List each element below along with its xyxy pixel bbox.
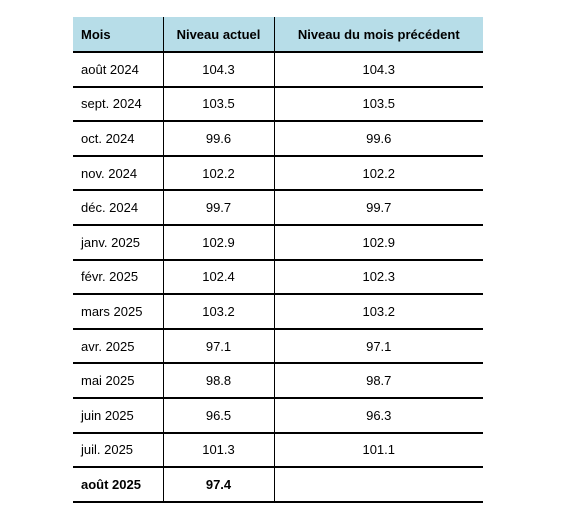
cell-niveau-precedent: 102.9 [273,224,483,261]
table-row: août 2024 104.3 104.3 [73,52,483,88]
cell-niveau-precedent [273,467,483,503]
cell-niveau-actuel: 96.5 [162,397,274,434]
cell-niveau-precedent: 103.5 [273,86,483,123]
cell-niveau-precedent: 99.7 [273,190,483,226]
table-row: déc. 2024 99.7 99.7 [73,190,483,226]
cell-niveau-precedent: 98.7 [273,363,483,399]
cell-niveau-actuel: 104.3 [162,52,274,88]
cell-mois: mars 2025 [73,294,163,330]
cell-mois: juil. 2025 [73,432,163,469]
cell-niveau-actuel: 103.5 [162,86,274,123]
cell-mois: sept. 2024 [73,86,163,123]
header-niveau-precedent: Niveau du mois précédent [273,17,483,53]
cell-niveau-actuel: 102.4 [162,259,274,296]
levels-table: Mois Niveau actuel Niveau du mois précéd… [73,17,483,503]
cell-niveau-actuel: 99.6 [162,121,274,157]
cell-mois: nov. 2024 [73,155,163,192]
table-row-latest: août 2025 97.4 [73,467,483,503]
cell-niveau-precedent: 102.2 [273,155,483,192]
cell-mois: févr. 2025 [73,259,163,296]
cell-niveau-actuel: 98.8 [162,363,274,399]
table-row: nov. 2024 102.2 102.2 [73,155,483,192]
table-header: Mois Niveau actuel Niveau du mois précéd… [73,17,483,53]
cell-niveau-precedent: 99.6 [273,121,483,157]
cell-niveau-precedent: 97.1 [273,328,483,365]
cell-niveau-actuel: 102.2 [162,155,274,192]
cell-niveau-precedent: 102.3 [273,259,483,296]
table-row: juil. 2025 101.3 101.1 [73,432,483,469]
cell-mois: août 2025 [73,467,163,503]
header-mois: Mois [73,17,163,53]
table-row: mars 2025 103.2 103.2 [73,294,483,330]
cell-niveau-precedent: 101.1 [273,432,483,469]
cell-niveau-precedent: 96.3 [273,397,483,434]
table-body: août 2024 104.3 104.3 sept. 2024 103.5 1… [73,52,483,503]
table-row: sept. 2024 103.5 103.5 [73,86,483,123]
cell-mois: août 2024 [73,52,163,88]
cell-niveau-actuel: 97.1 [162,328,274,365]
table-row: févr. 2025 102.4 102.3 [73,259,483,296]
table-row: juin 2025 96.5 96.3 [73,397,483,434]
cell-niveau-actuel: 97.4 [162,467,274,503]
cell-mois: janv. 2025 [73,224,163,261]
cell-mois: mai 2025 [73,363,163,399]
cell-mois: juin 2025 [73,397,163,434]
cell-mois: oct. 2024 [73,121,163,157]
cell-mois: avr. 2025 [73,328,163,365]
cell-niveau-actuel: 99.7 [162,190,274,226]
header-niveau-actuel: Niveau actuel [162,17,274,53]
cell-mois: déc. 2024 [73,190,163,226]
cell-niveau-precedent: 103.2 [273,294,483,330]
table-row: oct. 2024 99.6 99.6 [73,121,483,157]
cell-niveau-actuel: 101.3 [162,432,274,469]
table-row: mai 2025 98.8 98.7 [73,363,483,399]
cell-niveau-actuel: 102.9 [162,224,274,261]
table-row: avr. 2025 97.1 97.1 [73,328,483,365]
cell-niveau-precedent: 104.3 [273,52,483,88]
cell-niveau-actuel: 103.2 [162,294,274,330]
header-row: Mois Niveau actuel Niveau du mois précéd… [73,17,483,53]
table-row: janv. 2025 102.9 102.9 [73,224,483,261]
